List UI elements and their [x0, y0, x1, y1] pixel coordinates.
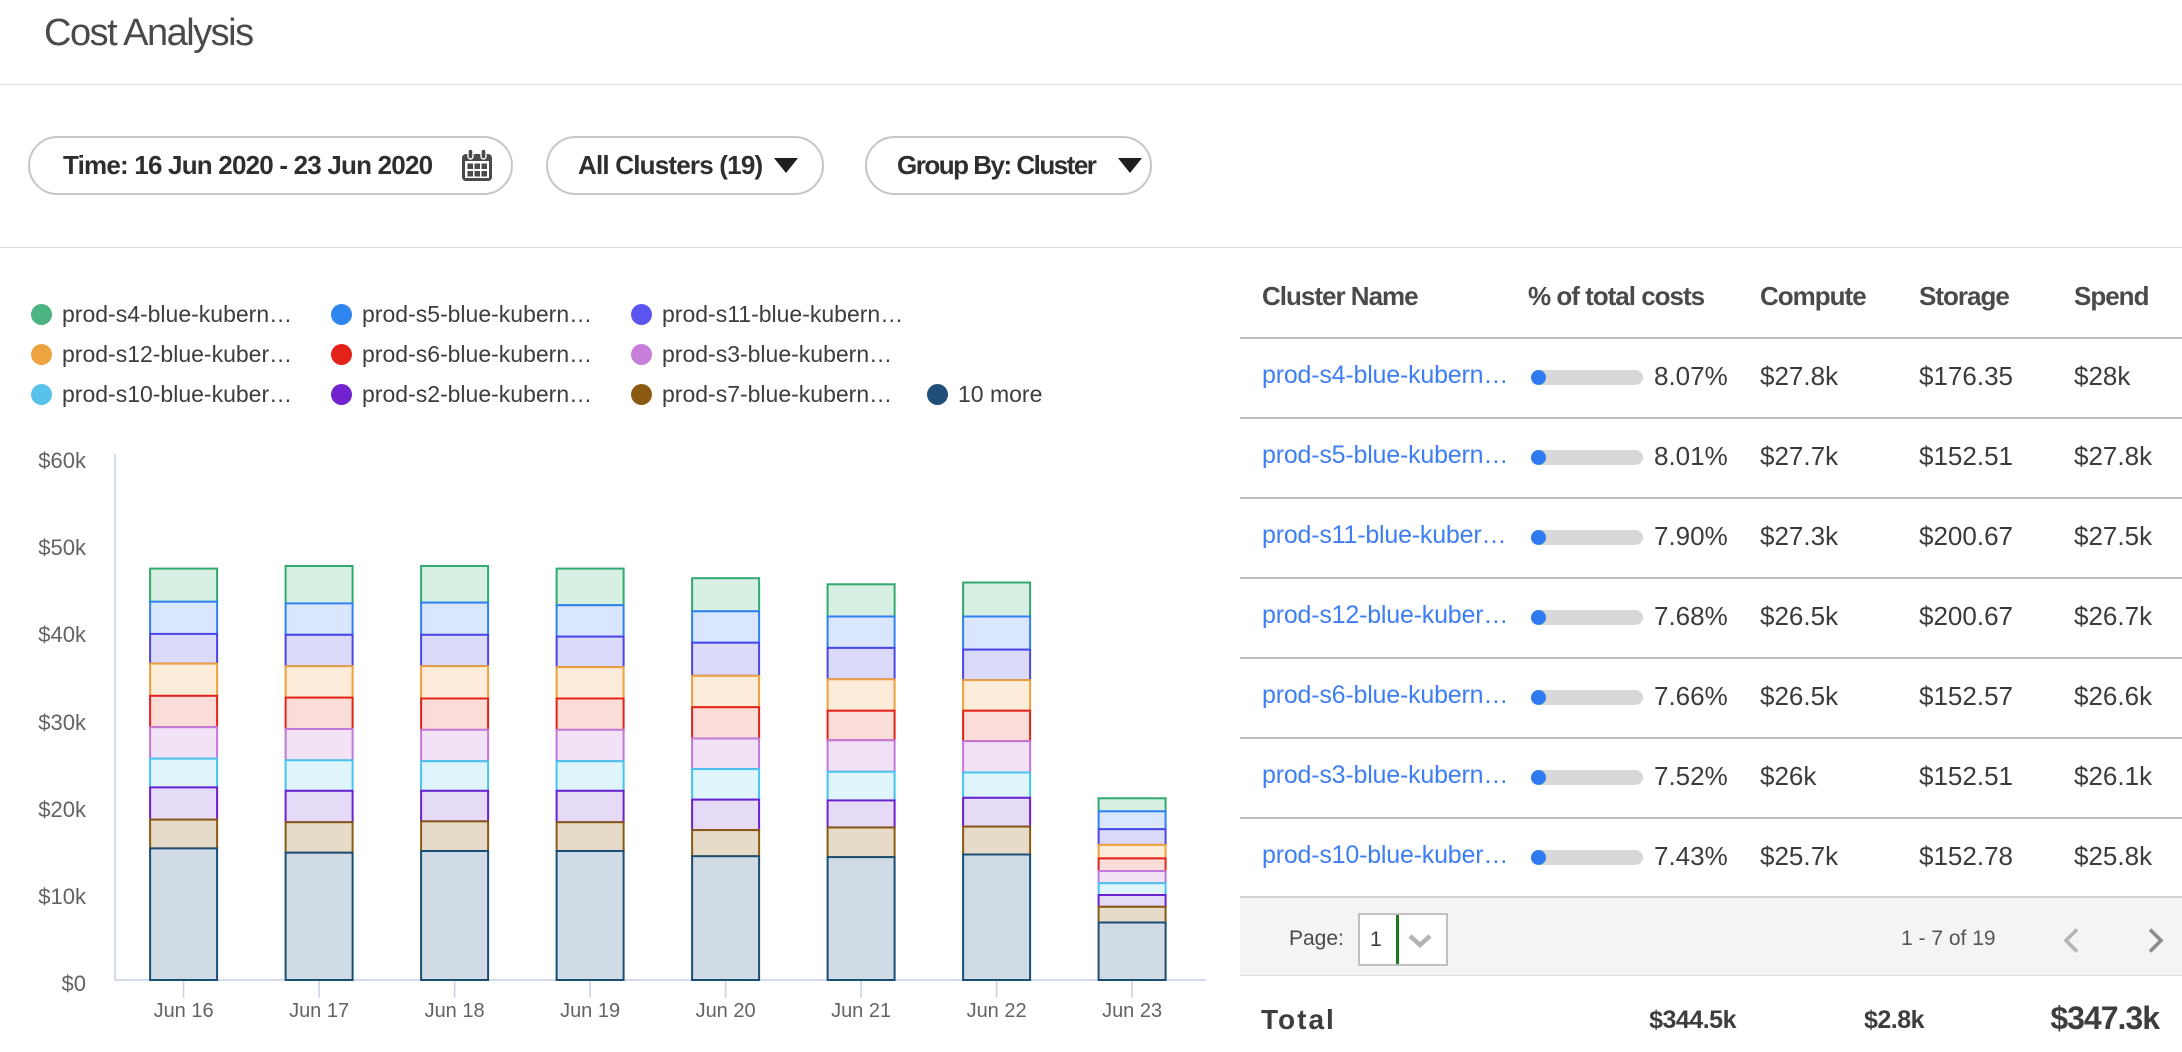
- svg-text:Jun 19: Jun 19: [560, 1000, 620, 1022]
- svg-text:$50k: $50k: [38, 535, 87, 560]
- svg-text:$0: $0: [62, 971, 86, 996]
- svg-text:Jun 18: Jun 18: [425, 1000, 485, 1022]
- svg-text:$60k: $60k: [38, 448, 87, 473]
- svg-text:$30k: $30k: [38, 710, 87, 735]
- svg-text:Jun 20: Jun 20: [696, 1000, 756, 1022]
- svg-text:Jun 23: Jun 23: [1102, 1000, 1162, 1022]
- svg-text:$10k: $10k: [38, 884, 87, 909]
- svg-text:$20k: $20k: [38, 797, 87, 822]
- svg-text:$40k: $40k: [38, 622, 87, 647]
- svg-text:Jun 16: Jun 16: [154, 1000, 214, 1022]
- svg-text:Jun 22: Jun 22: [967, 1000, 1027, 1022]
- svg-text:Jun 21: Jun 21: [831, 1000, 891, 1022]
- svg-text:Jun 17: Jun 17: [289, 1000, 349, 1022]
